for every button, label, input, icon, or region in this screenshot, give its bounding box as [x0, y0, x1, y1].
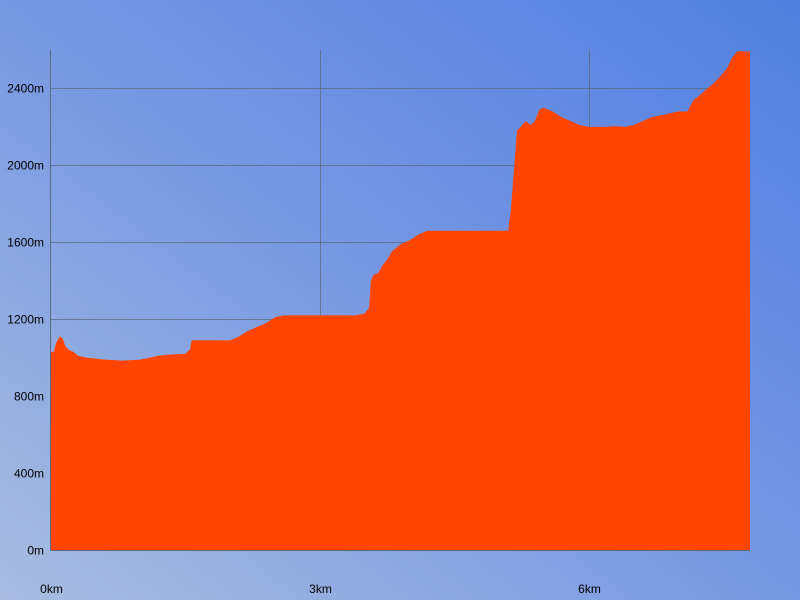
elevation-area: [51, 50, 750, 551]
tick-label-layer: 0m 400m 800m 1200m 1600m 2000m 2400m 0km 3km 6km: [7, 82, 601, 597]
y-tick-label: 2400m: [7, 82, 44, 96]
axis-layer: [50, 50, 750, 551]
x-tick-label: 3km: [309, 582, 332, 596]
y-tick-label: 1600m: [7, 236, 44, 250]
y-tick-label: 0m: [27, 544, 44, 558]
y-tick-label: 400m: [14, 467, 44, 481]
x-tick-label: 0km: [40, 582, 63, 596]
y-tick-label: 800m: [14, 390, 44, 404]
x-tick-label: 6km: [578, 582, 601, 596]
series-layer: [51, 50, 750, 551]
y-tick-label: 1200m: [7, 313, 44, 327]
y-tick-label: 2000m: [7, 159, 44, 173]
